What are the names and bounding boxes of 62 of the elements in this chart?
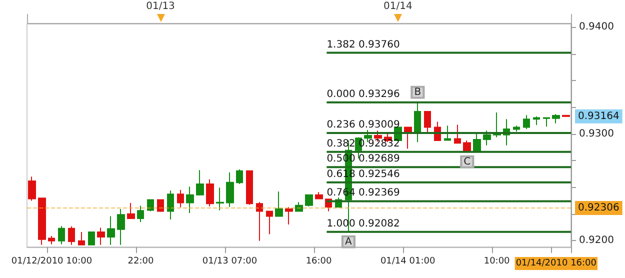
candlestick xyxy=(117,208,125,246)
text: 01/14 xyxy=(383,1,412,12)
candlestick xyxy=(285,206,293,225)
candlestick xyxy=(137,205,144,223)
candlestick xyxy=(236,168,243,184)
annotation: B xyxy=(414,86,422,98)
candlestick xyxy=(305,194,313,207)
candlestick xyxy=(414,102,421,143)
candlestick xyxy=(315,192,323,200)
candlestick xyxy=(147,199,154,212)
candlestick xyxy=(266,210,273,235)
candlestick xyxy=(226,172,234,208)
candlestick xyxy=(68,226,75,246)
y-tick-label: 0.9200 xyxy=(579,235,614,246)
candlestick xyxy=(97,227,105,246)
candlestick xyxy=(543,116,550,128)
text: 0.93164 xyxy=(578,110,620,122)
candlestick xyxy=(513,125,520,132)
candlestick xyxy=(186,186,194,214)
candlestick xyxy=(473,132,481,152)
x-tick-label: 16:00 xyxy=(306,256,332,266)
x-tick-label: 01/12/2010 10:00 xyxy=(11,256,92,266)
x-tick-label: 01/13 07:00 xyxy=(202,256,258,266)
x-tick-label: 01/14 01:00 xyxy=(380,256,436,266)
candlestick xyxy=(38,198,46,246)
candlestick xyxy=(533,116,540,126)
candlestick xyxy=(523,114,530,130)
candlestick xyxy=(167,190,174,220)
candlestick xyxy=(256,202,263,242)
annotation: C xyxy=(464,156,471,168)
candlestick xyxy=(78,232,85,246)
annotation: A xyxy=(345,236,352,248)
candlestick xyxy=(196,170,204,196)
candlestick xyxy=(275,191,283,217)
candlestick xyxy=(88,232,95,246)
candlestick xyxy=(444,125,451,142)
ref-line-label: 1.382 0.93760 xyxy=(326,39,400,50)
candlestick xyxy=(454,124,461,144)
candlestick xyxy=(424,110,431,133)
y-tick-label: 0.9400 xyxy=(579,22,614,33)
candlestick xyxy=(246,170,253,206)
ref-line-label: 0.92306 xyxy=(578,202,620,214)
candlestick xyxy=(58,226,65,245)
ref-line-label: 0.236 0.93009 xyxy=(326,119,400,130)
candlestick xyxy=(127,202,135,220)
candlestick xyxy=(552,114,560,124)
candlestick xyxy=(48,236,55,245)
candlestick xyxy=(493,112,501,138)
candlestick xyxy=(216,187,224,211)
x-tick-label: 01/14/2010 16:00 xyxy=(516,258,597,268)
ref-line-label: 0.000 0.93296 xyxy=(326,88,400,100)
candlestick xyxy=(107,216,115,246)
candlestick xyxy=(157,199,164,212)
candlestick xyxy=(206,178,214,207)
candlestick xyxy=(295,202,303,212)
y-tick-label: 0.9300 xyxy=(579,128,614,140)
x-tick-label: 22:00 xyxy=(128,256,154,266)
candlestick xyxy=(483,130,491,146)
text: 01/13 xyxy=(146,1,175,12)
x-tick-label: 10:00 xyxy=(484,256,510,266)
candlestick xyxy=(177,189,184,208)
candlestick xyxy=(28,176,36,202)
